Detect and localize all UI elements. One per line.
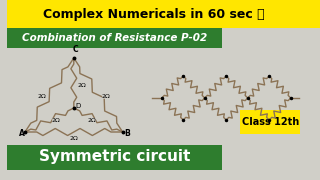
FancyBboxPatch shape [240, 110, 300, 134]
FancyBboxPatch shape [7, 145, 222, 170]
Text: D: D [76, 103, 81, 109]
Text: A: A [19, 129, 25, 138]
Text: Symmetric circuit: Symmetric circuit [39, 150, 190, 165]
Text: Complex Numericals in 60 sec 🧑: Complex Numericals in 60 sec 🧑 [43, 8, 265, 21]
Text: 2Ω: 2Ω [87, 118, 96, 123]
Text: 2Ω: 2Ω [77, 82, 86, 87]
FancyBboxPatch shape [7, 0, 320, 28]
Text: 2Ω: 2Ω [69, 136, 78, 141]
FancyBboxPatch shape [7, 28, 222, 48]
Text: 2Ω: 2Ω [102, 93, 110, 98]
Text: Combination of Resistance P-02: Combination of Resistance P-02 [22, 33, 207, 43]
Text: 2Ω: 2Ω [52, 118, 60, 123]
Text: B: B [124, 129, 130, 138]
Text: C: C [73, 45, 78, 54]
Text: Class 12th: Class 12th [242, 117, 299, 127]
Text: 2Ω: 2Ω [37, 93, 46, 98]
